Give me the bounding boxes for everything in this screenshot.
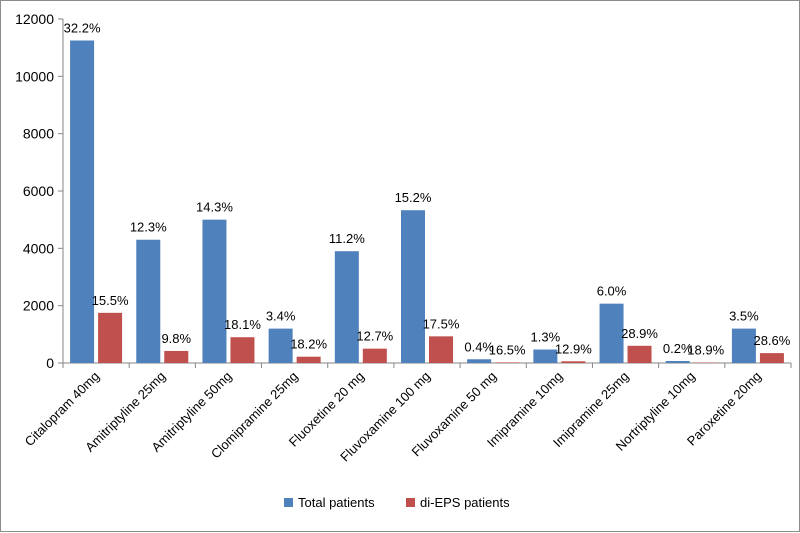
bar-di-eps-patients — [429, 336, 453, 363]
bar-total-patients — [467, 359, 491, 363]
data-label-di-eps-patients: 28.6% — [753, 333, 790, 348]
data-label-total-patients: 3.5% — [729, 309, 759, 324]
data-label-total-patients: 3.4% — [266, 309, 296, 324]
chart-data-labels: 32.2% 15.5% 12.3% 9.8% 14.3% 18.1% 3.4% 18.2% 11… — [64, 21, 791, 358]
bar-total-patients — [269, 329, 293, 363]
bar-total-patients — [600, 304, 624, 363]
legend-swatch — [406, 498, 415, 507]
y-tick-label: 4000 — [23, 240, 54, 256]
legend-label: di-EPS patients — [420, 495, 510, 510]
bar-total-patients — [666, 361, 690, 363]
y-tick-label: 10000 — [15, 68, 54, 84]
data-label-total-patients: 6.0% — [597, 284, 627, 299]
data-label-di-eps-patients: 15.5% — [92, 293, 129, 308]
data-label-di-eps-patients: 12.7% — [356, 329, 393, 344]
data-label-total-patients: 11.2% — [329, 231, 365, 246]
data-label-di-eps-patients: 9.8% — [161, 331, 191, 346]
y-tick-label: 12000 — [15, 11, 54, 27]
bar-di-eps-patients — [297, 357, 321, 363]
bar-total-patients — [732, 329, 756, 363]
chart-legend: Total patients di-EPS patients — [284, 495, 510, 510]
data-label-total-patients: 15.2% — [395, 190, 432, 205]
legend-label: Total patients — [298, 495, 375, 510]
data-label-di-eps-patients: 16.5% — [489, 342, 526, 357]
y-tick-label: 8000 — [23, 126, 54, 142]
bar-di-eps-patients — [98, 313, 122, 363]
bar-total-patients — [533, 350, 557, 363]
data-label-total-patients: 14.3% — [196, 200, 233, 215]
bar-total-patients — [136, 240, 160, 363]
bar-total-patients — [70, 41, 94, 364]
bar-di-eps-patients — [495, 362, 519, 363]
data-label-di-eps-patients: 18.1% — [224, 317, 261, 332]
data-label-total-patients: 12.3% — [130, 220, 167, 235]
bar-di-eps-patients — [561, 361, 585, 363]
bar-di-eps-patients — [164, 351, 188, 363]
data-label-di-eps-patients: 28.9% — [621, 326, 658, 341]
bar-di-eps-patients — [363, 349, 387, 363]
bar-total-patients — [335, 251, 359, 363]
data-label-di-eps-patients: 17.5% — [423, 316, 460, 331]
y-tick-label: 2000 — [23, 298, 54, 314]
data-label-di-eps-patients: 18.9% — [687, 343, 724, 358]
legend-swatch — [284, 498, 293, 507]
bar-di-eps-patients — [760, 353, 784, 363]
y-tick-label: 0 — [46, 355, 54, 371]
bar-di-eps-patients — [628, 346, 652, 363]
data-label-di-eps-patients: 12.9% — [555, 341, 592, 356]
bar-total-patients — [202, 220, 226, 363]
bar-di-eps-patients — [230, 337, 254, 363]
y-tick-label: 6000 — [23, 183, 54, 199]
data-label-total-patients: 32.2% — [64, 21, 101, 36]
bar-total-patients — [401, 210, 425, 363]
data-label-di-eps-patients: 18.2% — [290, 337, 327, 352]
